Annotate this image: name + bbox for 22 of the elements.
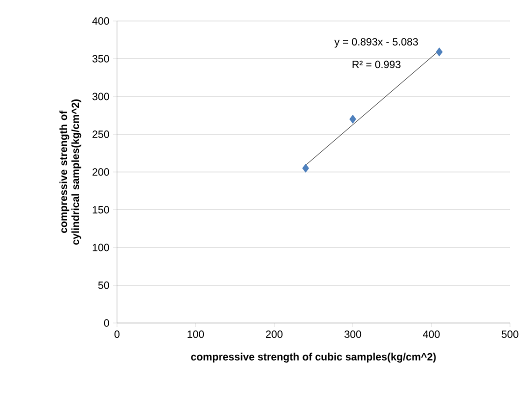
x-tick-label: 500 bbox=[502, 330, 518, 338]
y-tick-label: 0 bbox=[104, 319, 110, 327]
y-tick-label: 200 bbox=[92, 168, 110, 176]
x-tick-label: 100 bbox=[188, 330, 204, 338]
x-tick-label: 0 bbox=[114, 330, 120, 338]
y-axis-title: compressive strength of cylindrical samples(kg/cm^2) bbox=[59, 99, 82, 245]
y-tick-label: 150 bbox=[92, 206, 110, 214]
y-tick-label: 50 bbox=[98, 282, 110, 289]
y-tick-label: 250 bbox=[92, 130, 110, 138]
x-tick-label: 400 bbox=[422, 330, 440, 338]
y-tick-label: 400 bbox=[92, 17, 110, 25]
x-tick-label: 200 bbox=[266, 330, 283, 338]
x-axis-title: compressive strength of cubic samples(kg/cm^2) bbox=[191, 352, 436, 363]
point bbox=[436, 48, 443, 56]
point bbox=[302, 164, 310, 173]
y-tick-label: 100 bbox=[92, 244, 110, 252]
y-tick-label: 300 bbox=[92, 92, 110, 100]
annotation: y = 0.893x - 5.083 bbox=[334, 38, 418, 48]
point bbox=[349, 114, 356, 124]
x-tick-label: 300 bbox=[344, 330, 362, 338]
y-tick-label: 350 bbox=[92, 55, 110, 62]
annotation: R² = 0.993 bbox=[352, 60, 400, 68]
